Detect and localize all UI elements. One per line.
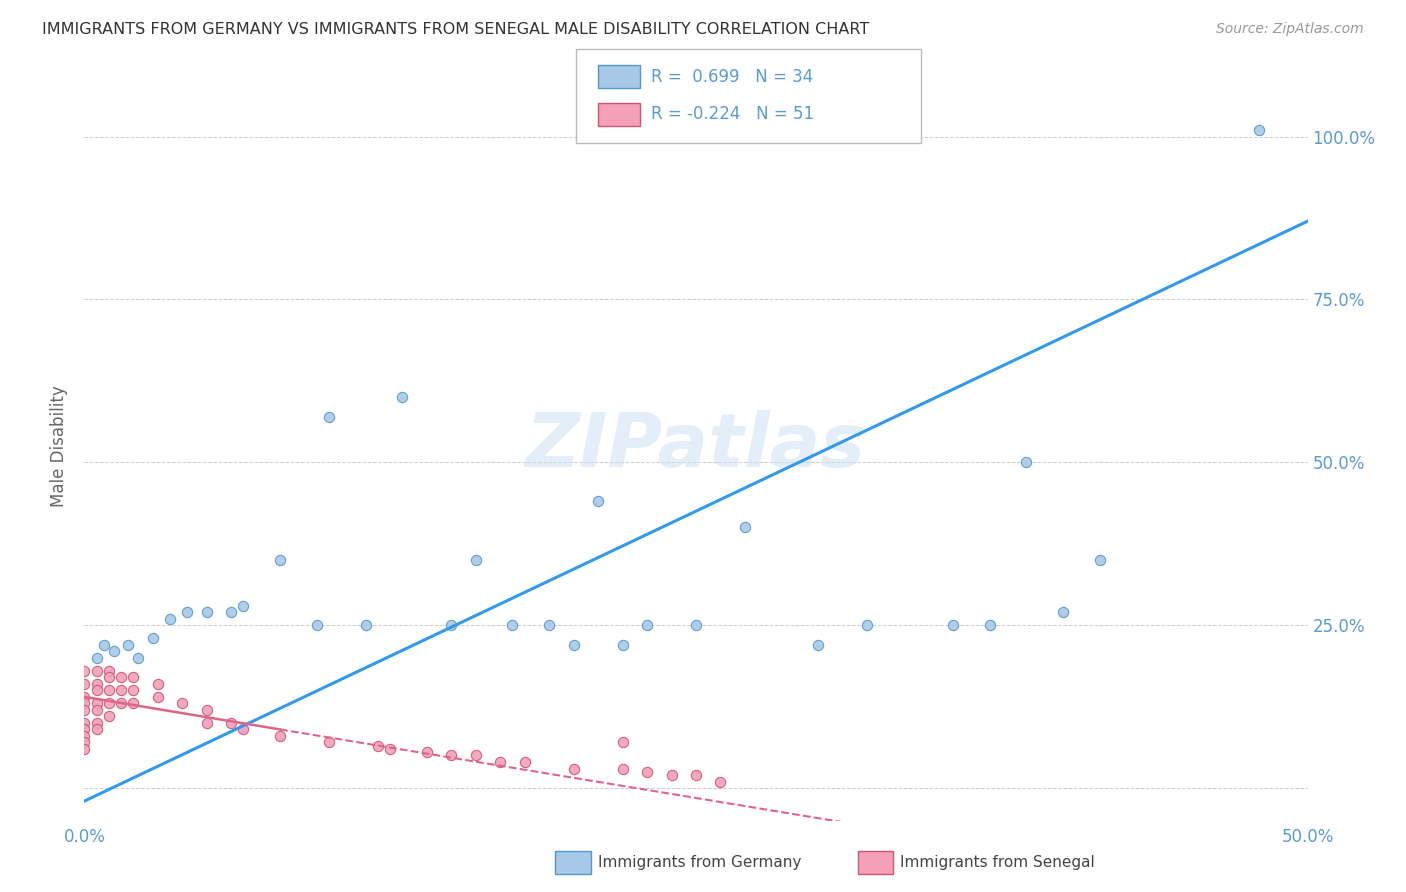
Point [73,735,96,749]
Point [86,650,108,665]
Point [146,677,169,691]
Point [73,690,96,704]
Point [73,723,96,737]
Point [354,618,377,632]
Point [122,670,145,684]
Point [97,670,120,684]
Text: Source: ZipAtlas.com: Source: ZipAtlas.com [1216,22,1364,37]
Text: Immigrants from Senegal: Immigrants from Senegal [900,855,1095,870]
Point [93,638,115,652]
Point [97,664,120,678]
Point [305,618,328,632]
Point [172,697,194,711]
Point [232,723,254,737]
Point [661,768,683,782]
Text: ZIPatlas: ZIPatlas [526,409,866,483]
Point [219,605,242,619]
Point [159,612,181,626]
Point [709,774,731,789]
Point [734,520,756,534]
Point [97,697,120,711]
Point [219,715,242,730]
Point [1052,605,1074,619]
Point [269,553,291,567]
Point [117,638,139,652]
Point [380,742,402,756]
Text: IMMIGRANTS FROM GERMANY VS IMMIGRANTS FROM SENEGAL MALE DISABILITY CORRELATION C: IMMIGRANTS FROM GERMANY VS IMMIGRANTS FR… [42,22,869,37]
Point [73,729,96,743]
Point [636,618,658,632]
Y-axis label: Male Disability: Male Disability [51,385,69,507]
Point [440,618,463,632]
Point [979,618,1001,632]
Point [513,755,536,769]
Point [73,742,96,756]
Point [110,683,132,698]
Point [73,677,96,691]
Point [685,618,707,632]
Point [73,697,96,711]
Point [103,644,125,658]
Point [685,768,707,782]
Point [942,618,965,632]
Point [97,709,120,723]
Point [440,748,463,763]
Point [110,670,132,684]
Text: R = -0.224   N = 51: R = -0.224 N = 51 [651,105,814,123]
Point [586,494,609,508]
Text: Immigrants from Germany: Immigrants from Germany [598,855,801,870]
Point [97,683,120,698]
Point [502,618,524,632]
Point [127,650,149,665]
Point [176,605,198,619]
Point [391,390,413,404]
Point [1015,455,1038,469]
Point [269,729,291,743]
Point [1088,553,1111,567]
Point [318,735,340,749]
Point [195,605,218,619]
Point [562,638,585,652]
Point [538,618,561,632]
Point [856,618,879,632]
Point [86,697,108,711]
Point [122,683,145,698]
Point [489,755,512,769]
Point [612,735,634,749]
Point [86,715,108,730]
Point [1247,123,1270,137]
Point [195,715,218,730]
Point [612,762,634,776]
Point [232,599,254,613]
Point [86,677,108,691]
Point [636,764,658,779]
Point [73,664,96,678]
Point [110,697,132,711]
Point [464,553,486,567]
Point [195,703,218,717]
Point [464,748,486,763]
Point [416,745,439,759]
Point [367,739,389,753]
Point [142,631,165,645]
Point [73,715,96,730]
Point [122,697,145,711]
Point [86,703,108,717]
Point [73,703,96,717]
Point [612,638,634,652]
Point [86,664,108,678]
Point [146,690,169,704]
Text: R =  0.699   N = 34: R = 0.699 N = 34 [651,68,813,86]
Point [318,409,340,424]
Point [562,762,585,776]
Point [807,638,830,652]
Point [86,723,108,737]
Point [86,683,108,698]
